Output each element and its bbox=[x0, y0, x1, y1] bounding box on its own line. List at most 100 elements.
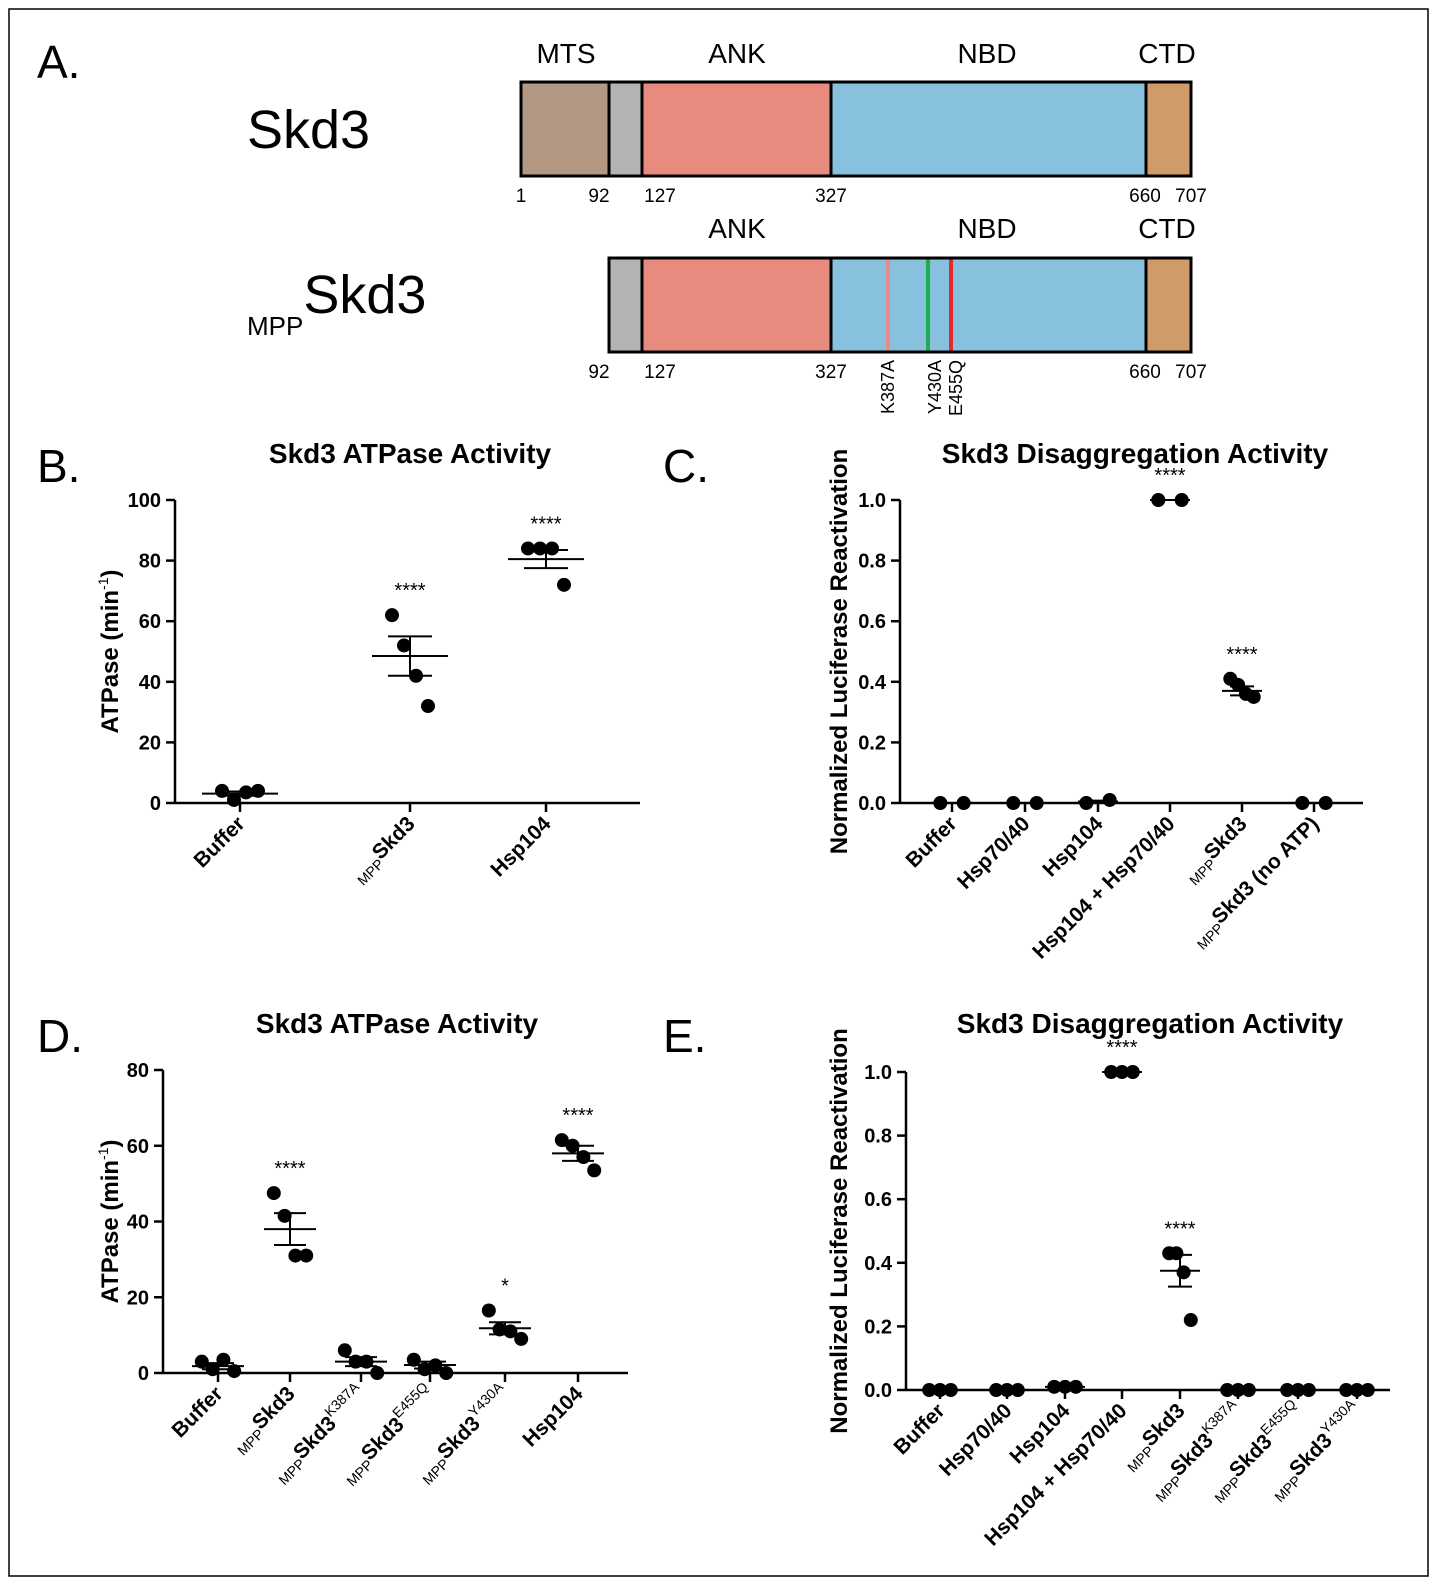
domain-label-nbd-mpp: NBD bbox=[957, 213, 1016, 244]
y-tick-label: 60 bbox=[139, 611, 161, 633]
protein-name-skd3: Skd3 bbox=[247, 100, 370, 160]
significance-label: **** bbox=[1164, 1218, 1195, 1240]
data-point bbox=[239, 785, 253, 800]
data-point bbox=[337, 1343, 352, 1358]
data-point bbox=[1115, 1065, 1129, 1079]
data-point bbox=[481, 1303, 496, 1318]
mutation-label-k387a: K387A bbox=[878, 360, 898, 414]
y-tick-label: 0.4 bbox=[864, 1253, 893, 1275]
y-tick-label: 0.4 bbox=[858, 672, 887, 694]
segment-ctd-mpp bbox=[1146, 258, 1191, 352]
data-point bbox=[205, 1362, 220, 1377]
panel-label-e: E. bbox=[663, 1010, 706, 1062]
data-point bbox=[514, 1331, 529, 1346]
domain-label-nbd: NBD bbox=[957, 38, 1016, 69]
data-point bbox=[359, 1354, 374, 1369]
data-point bbox=[227, 1364, 242, 1379]
data-point bbox=[922, 1383, 937, 1397]
domain-label-ank: ANK bbox=[708, 38, 766, 69]
y-tick-label: 20 bbox=[139, 732, 161, 754]
data-point bbox=[215, 783, 229, 798]
data-point bbox=[1231, 1383, 1245, 1397]
data-point bbox=[1241, 1383, 1256, 1397]
panel-label-b: B. bbox=[37, 440, 80, 492]
y-tick-label: 1.0 bbox=[864, 1062, 892, 1084]
data-point bbox=[1151, 493, 1166, 507]
domain-label-mts: MTS bbox=[536, 38, 595, 69]
panel-label-c: C. bbox=[663, 440, 709, 492]
data-point bbox=[933, 796, 948, 810]
data-point bbox=[521, 541, 535, 556]
domain-label-ctd: CTD bbox=[1138, 38, 1196, 69]
y-tick-label: 0.0 bbox=[858, 793, 886, 815]
residue-label-327: 327 bbox=[815, 186, 847, 207]
segment-mts bbox=[521, 82, 609, 176]
domain-label-ctd-mpp: CTD bbox=[1138, 213, 1196, 244]
data-point bbox=[277, 1208, 292, 1223]
data-point bbox=[1350, 1383, 1364, 1397]
data-point bbox=[406, 1352, 421, 1367]
significance-label: **** bbox=[562, 1105, 593, 1127]
data-point bbox=[1183, 1313, 1198, 1328]
data-point bbox=[1102, 792, 1117, 807]
y-axis-title-text: ATPase (min bbox=[97, 1160, 124, 1304]
data-point bbox=[533, 541, 547, 556]
y-tick-label: 1.0 bbox=[858, 490, 886, 512]
data-point bbox=[1280, 1383, 1295, 1397]
y-tick-label: 80 bbox=[127, 1060, 149, 1082]
data-point bbox=[194, 1354, 209, 1369]
residue-label-660: 660 bbox=[1129, 186, 1161, 207]
y-tick-label: 0.6 bbox=[858, 611, 886, 633]
data-point bbox=[557, 577, 571, 592]
residue-label-327-mpp: 327 bbox=[815, 362, 847, 383]
panel-label-d: D. bbox=[37, 1010, 83, 1062]
y-tick-label: 100 bbox=[128, 490, 161, 512]
y-axis-title-sup: -1 bbox=[95, 577, 111, 590]
residue-label-707-mpp: 707 bbox=[1175, 362, 1207, 383]
mutation-label-e455q: E455Q bbox=[946, 360, 966, 416]
data-point bbox=[943, 1383, 958, 1397]
data-point bbox=[1318, 796, 1333, 810]
y-tick-label: 0.2 bbox=[864, 1316, 892, 1338]
data-point bbox=[1301, 1383, 1316, 1397]
significance-label: **** bbox=[1226, 644, 1257, 666]
data-point bbox=[1068, 1379, 1083, 1394]
data-point bbox=[299, 1248, 314, 1263]
segment-nbd bbox=[831, 82, 1146, 176]
residue-label-127: 127 bbox=[644, 186, 676, 207]
y-tick-label: 40 bbox=[139, 672, 161, 694]
residue-label-127-mpp: 127 bbox=[644, 362, 676, 383]
y-axis-title-close: ) bbox=[97, 569, 124, 577]
data-point bbox=[1295, 796, 1310, 810]
data-point bbox=[288, 1248, 303, 1263]
significance-label: **** bbox=[394, 580, 425, 602]
data-point bbox=[1176, 1265, 1191, 1280]
y-axis-title: ATPase (min-1) bbox=[95, 1139, 124, 1303]
data-point bbox=[439, 1366, 454, 1380]
data-point bbox=[251, 783, 265, 798]
residue-label-1: 1 bbox=[516, 186, 527, 207]
y-tick-label: 80 bbox=[139, 551, 161, 573]
protein-name-main: Skd3 bbox=[303, 265, 426, 325]
segment-ank bbox=[642, 82, 831, 176]
data-point bbox=[554, 1133, 569, 1148]
chart-title: Skd3 Disaggregation Activity bbox=[942, 438, 1329, 469]
y-tick-label: 0.2 bbox=[858, 732, 886, 754]
data-point bbox=[565, 1138, 580, 1153]
data-point bbox=[1360, 1383, 1375, 1397]
data-point bbox=[266, 1186, 281, 1201]
data-point bbox=[1058, 1379, 1072, 1394]
segment-ank-mpp bbox=[642, 258, 831, 352]
y-tick-label: 0.0 bbox=[864, 1380, 892, 1402]
y-tick-label: 20 bbox=[127, 1287, 149, 1309]
data-point bbox=[370, 1366, 385, 1380]
segment-borders bbox=[519, 80, 1193, 178]
domain-label-ank-mpp: ANK bbox=[708, 213, 766, 244]
residue-label-92: 92 bbox=[588, 186, 609, 207]
y-tick-label: 0.8 bbox=[858, 551, 886, 573]
chart-title: Skd3 Disaggregation Activity bbox=[957, 1008, 1344, 1039]
data-point bbox=[227, 792, 241, 807]
y-axis-title-close: ) bbox=[97, 1139, 124, 1147]
data-point bbox=[409, 668, 423, 683]
